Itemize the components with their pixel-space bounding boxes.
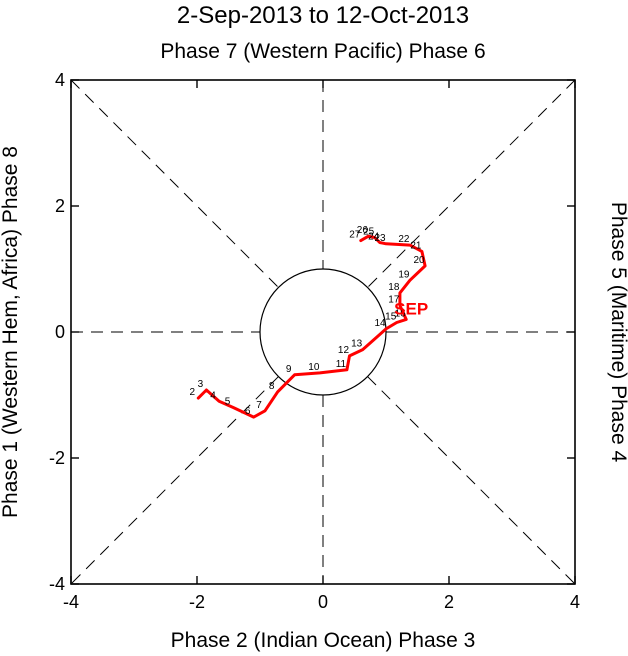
day-label: 25 (363, 227, 375, 238)
unit-circle (259, 268, 387, 396)
day-label: 6 (245, 406, 251, 417)
day-label: 12 (338, 345, 350, 356)
day-label: 7 (256, 400, 262, 411)
x-tick-label: -4 (63, 592, 79, 612)
x-tick-label: 4 (570, 592, 580, 612)
month-labels: SEP (394, 299, 428, 318)
rmm-series-line (196, 234, 427, 419)
y-axis-label-left: Phase 1 (Western Hem, Africa) Phase 8 (0, 146, 22, 518)
guide-diag-lower-right (367, 376, 576, 585)
y-tick-label: -4 (49, 574, 65, 594)
x-ticks: -4 -2 0 2 4 (63, 80, 580, 612)
y-tick-label: 2 (55, 196, 65, 216)
day-label: 3 (198, 379, 204, 390)
y-tick-label: 0 (55, 322, 65, 342)
day-label: 9 (286, 364, 292, 375)
day-label: 19 (398, 269, 410, 280)
day-label: 18 (388, 282, 400, 293)
x-tick-label: 0 (318, 592, 328, 612)
day-label: 27 (349, 230, 361, 241)
day-label: 2 (189, 387, 195, 398)
day-label: 13 (351, 339, 363, 350)
chart-title: 2-Sep-2013 to 12-Oct-2013 (177, 2, 469, 29)
day-label: 17 (388, 295, 400, 306)
x-tick-label: -2 (189, 592, 205, 612)
guide-diag-upper-left (70, 79, 279, 288)
phase-guide-lines (70, 79, 576, 585)
day-label: 24 (368, 232, 380, 243)
y-axis-label-right: Phase 5 (Maritime) Phase 4 (607, 202, 628, 463)
unit-circle-group (259, 268, 387, 396)
day-label: 10 (308, 362, 320, 373)
rmm-trajectory (196, 234, 427, 419)
x-axis-label: Phase 2 (Indian Ocean) Phase 3 (171, 629, 476, 652)
day-label: 21 (410, 240, 422, 251)
top-phase-label: Phase 7 (Western Pacific) Phase 6 (160, 40, 485, 63)
day-label: 11 (336, 359, 347, 370)
x-tick-label: 2 (444, 592, 454, 612)
day-label: 15 (385, 312, 397, 323)
day-label: 16 (395, 308, 407, 319)
day-label: 4 (210, 390, 216, 401)
day-label: 14 (374, 318, 386, 329)
day-label: 22 (398, 234, 410, 245)
guide-diag-upper-right (367, 79, 576, 288)
y-tick-label: 4 (55, 70, 65, 90)
day-label: 26 (357, 225, 369, 236)
day-label: 5 (225, 397, 231, 408)
day-label: 23 (374, 233, 386, 244)
day-label: 20 (413, 255, 425, 266)
day-label: 8 (269, 381, 275, 392)
y-tick-label: -2 (49, 448, 65, 468)
month-label: SEP (394, 299, 428, 318)
